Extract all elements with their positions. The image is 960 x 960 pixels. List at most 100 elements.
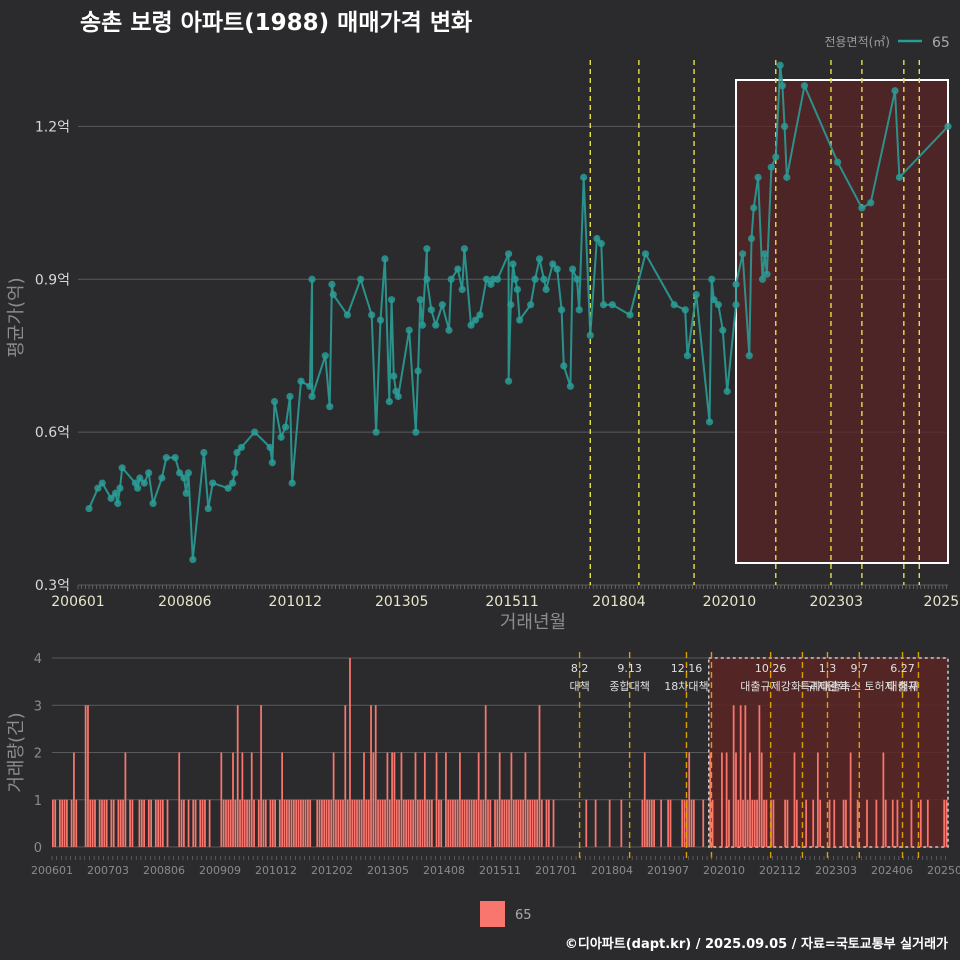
data-point (527, 301, 535, 309)
data-point (118, 464, 126, 472)
data-point (732, 301, 740, 309)
volume-bar (688, 752, 691, 847)
volume-bar (419, 799, 422, 847)
volume-bar (466, 799, 468, 847)
volume-bar (89, 799, 92, 847)
x-tick-label: 202112 (759, 864, 801, 877)
volume-bar (517, 799, 520, 847)
volume-bar (227, 799, 230, 847)
data-point (233, 448, 241, 457)
volume-bar (412, 799, 415, 847)
data-point (761, 250, 769, 258)
data-point (641, 250, 650, 258)
volume-bar (370, 705, 372, 847)
volume-bar (183, 799, 185, 847)
data-point (683, 352, 692, 360)
data-point (800, 82, 809, 90)
volume-bar (260, 705, 262, 847)
data-point (597, 240, 605, 248)
volume-bar (372, 752, 375, 847)
volume-bar (482, 799, 485, 847)
x-tick-label: 202303 (810, 594, 863, 610)
data-point (719, 326, 727, 334)
volume-bar (702, 799, 705, 847)
volume-bar (138, 799, 141, 847)
y-tick-label: 1.2억 (35, 119, 70, 135)
data-point (513, 285, 522, 294)
event-date: 8.2 (571, 662, 589, 675)
data-point (867, 199, 875, 207)
data-point (445, 326, 453, 334)
volume-bar (926, 799, 929, 847)
volume-bar (119, 799, 122, 847)
data-point (758, 275, 767, 283)
data-point (476, 311, 484, 319)
data-point (416, 296, 424, 304)
data-point (140, 479, 148, 487)
volume-bar (845, 799, 847, 847)
volume-bar (430, 799, 433, 847)
y-axis-label: 평균가(억) (6, 277, 27, 357)
volume-bar (292, 799, 295, 847)
series-line-65 (88, 65, 949, 560)
data-point (670, 301, 678, 309)
data-point (231, 469, 239, 477)
volume-bar (344, 705, 347, 847)
data-point (573, 275, 581, 283)
volume-bar (470, 799, 473, 847)
data-point (412, 428, 420, 436)
volume-bar (339, 799, 342, 847)
data-point (266, 443, 274, 452)
data-point (776, 61, 784, 69)
volume-bar (786, 799, 789, 847)
event-date: 9.7 (851, 662, 869, 675)
volume-bar (721, 752, 723, 847)
volume-bar (756, 799, 758, 847)
data-point (414, 367, 422, 375)
data-point (224, 484, 232, 492)
data-point (454, 265, 462, 273)
volume-bar (693, 799, 695, 847)
volume-bar (360, 799, 363, 847)
volume-bar (325, 799, 328, 847)
data-point (626, 311, 634, 319)
volume-bar (423, 752, 426, 847)
volume-bar (910, 799, 913, 847)
volume-bar (545, 799, 548, 847)
volume-bar (367, 799, 370, 847)
data-point (747, 234, 756, 243)
price-panel: 0.3억 0.6억 0.9억 1.2억 200601 200806 201012 201305… (6, 35, 959, 633)
data-point (116, 484, 124, 492)
data-point (557, 306, 566, 314)
volume-bar (225, 799, 227, 847)
data-point (251, 428, 259, 436)
volume-bar (536, 799, 539, 847)
volume-bar (416, 799, 419, 847)
x-tick-label: 201511 (479, 864, 521, 877)
x-axis-label: 거래년월 (500, 612, 566, 633)
volume-bar (281, 752, 284, 847)
data-point (385, 397, 393, 406)
data-point (184, 469, 193, 477)
data-point (504, 250, 513, 258)
data-point (394, 392, 402, 401)
volume-bar (204, 799, 206, 847)
volume-bar (547, 799, 550, 847)
volume-bar (180, 799, 183, 847)
volume-bar (75, 799, 78, 847)
event-text: 대출규 (887, 680, 917, 693)
data-point (723, 387, 731, 395)
y-tick-label: 3 (34, 699, 42, 714)
data-point (599, 301, 608, 309)
volume-bar (746, 799, 749, 847)
volume-bar (875, 799, 878, 847)
volume-bar (220, 752, 223, 847)
y-tick-label: 1 (34, 794, 42, 809)
volume-bar (351, 799, 354, 847)
legend-entry: 65 (515, 908, 532, 923)
data-point (460, 245, 469, 253)
data-point (438, 301, 446, 309)
volume-bar (257, 799, 260, 847)
volume-bar (264, 799, 267, 847)
volume-bar (882, 752, 885, 847)
